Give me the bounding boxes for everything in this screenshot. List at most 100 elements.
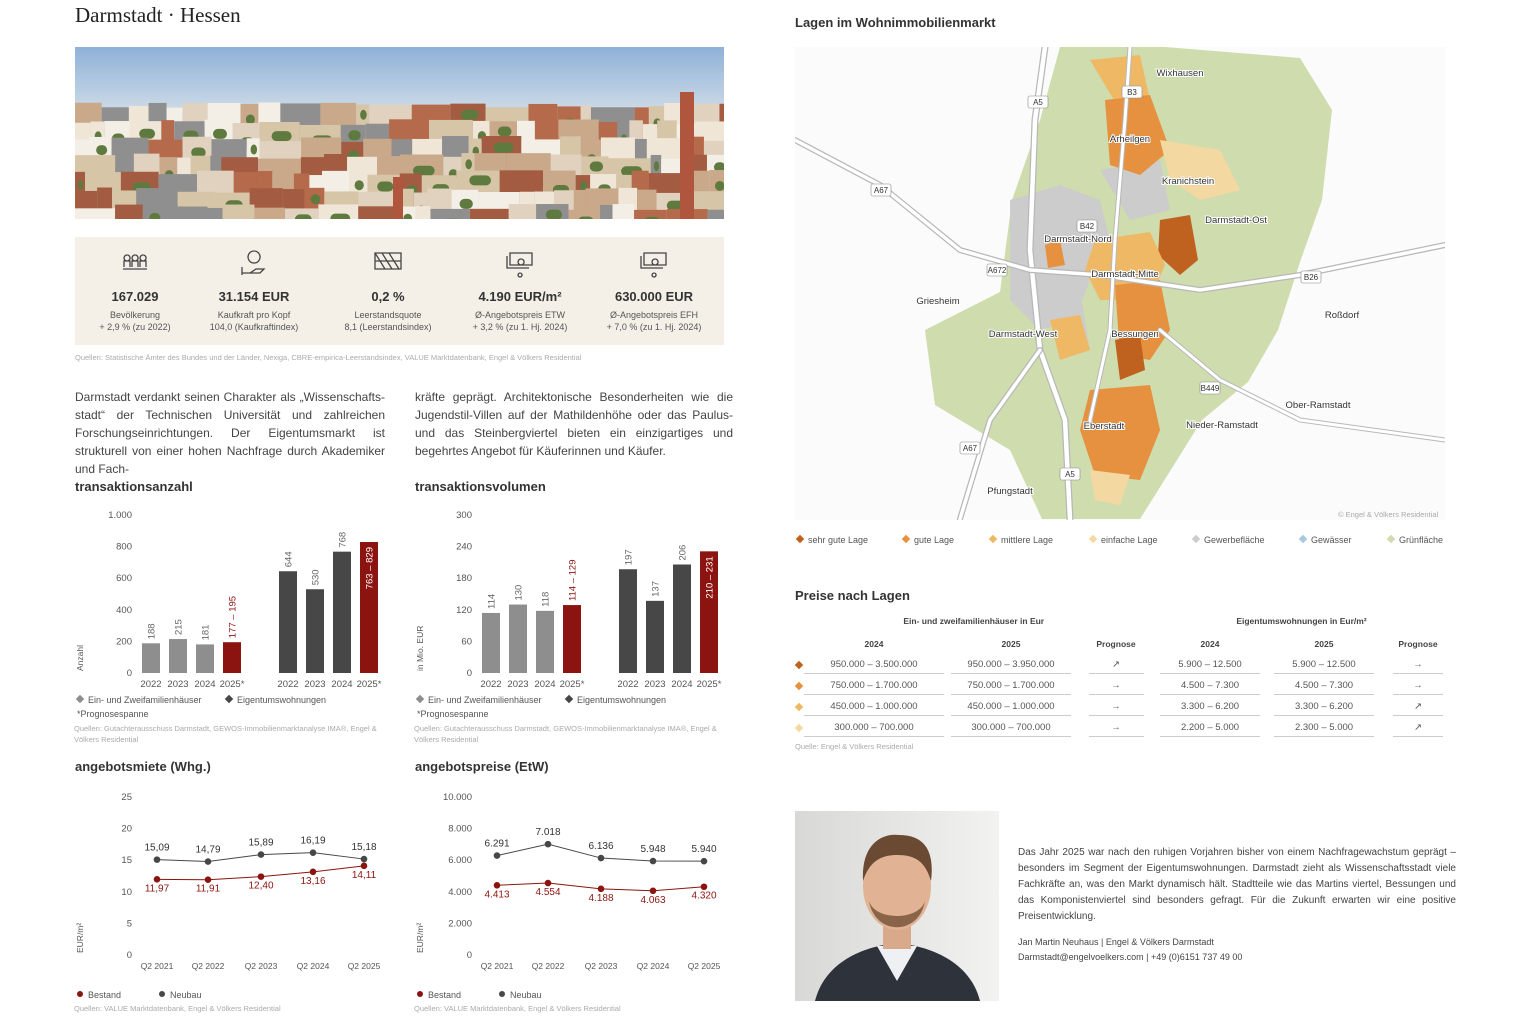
point [154, 876, 161, 883]
legend-marker [1299, 535, 1307, 543]
row-marker [795, 724, 803, 732]
legend-text: einfache Lage [1101, 535, 1158, 545]
x-tick-label: Q2 2022 [532, 961, 565, 971]
value-label: 5.948 [640, 844, 665, 855]
tree [469, 175, 491, 185]
value-label: 14,79 [195, 845, 220, 856]
legend-marker [76, 695, 84, 703]
legend-text: sehr gute Lage [808, 535, 868, 545]
building [416, 206, 431, 219]
tree [272, 131, 292, 141]
chart-svg: 02004006008001.000Anzahl1882022215202318… [74, 505, 394, 705]
legend-text: gute Lage [914, 535, 954, 545]
value-label: 130 [514, 585, 525, 601]
y-tick-label: 6.000 [448, 855, 472, 866]
y-tick-label: 400 [116, 605, 132, 616]
building [358, 206, 398, 219]
y-tick-label: 0 [127, 950, 132, 961]
column-header: 2025 [1274, 639, 1374, 649]
road-label: B3 [1127, 88, 1137, 97]
y-tick-label: 5 [127, 918, 132, 929]
group-header: Ein- und zweifamilienhäuser in Eur [804, 616, 1144, 626]
map-copyright: © Engel & Völkers Residential [1338, 509, 1438, 520]
cell: 450.000 – 1.000.000 [804, 701, 944, 716]
quote-author: Jan Martin Neuhaus | Engel & Völkers Dar… [1018, 937, 1214, 947]
x-tick-label: 2022 [617, 679, 638, 690]
tree [498, 126, 512, 136]
place-label: Kranichstein [1162, 176, 1214, 187]
stat-label: Leerstandsquote [323, 309, 453, 321]
city-photo [75, 47, 724, 219]
legend-marker [565, 695, 573, 703]
y-tick-label: 200 [116, 636, 132, 647]
place-label: Bessungen [1111, 329, 1159, 340]
legend-text: Eigentumswohnungen [577, 695, 666, 705]
building [254, 208, 284, 219]
y-tick-label: 120 [456, 605, 472, 616]
building [115, 205, 143, 219]
tree [377, 182, 393, 192]
point [258, 873, 265, 880]
y-tick-label: 0 [467, 950, 472, 961]
tree [460, 199, 473, 209]
legend-marker [77, 991, 83, 997]
point [205, 876, 212, 883]
stat-value: 630.000 EUR [589, 289, 719, 304]
cell: → [1089, 722, 1144, 737]
value-label: 15,18 [351, 842, 376, 853]
forecast-note: *Prognosespanne [417, 709, 489, 719]
stat-icon [638, 247, 670, 279]
value-label: 215 [174, 619, 185, 635]
intro-col: Darmstadt verdankt seinen Charakter als … [75, 388, 385, 478]
x-tick-label: Q2 2025 [348, 961, 381, 971]
column-header: 2024 [804, 639, 944, 649]
group-header: Eigentumswohnungen in Eur/m² [1160, 616, 1443, 626]
legend-text: Ein- und Zweifamilienhäuser [88, 695, 202, 705]
tree [355, 180, 364, 190]
value-label: 11,97 [145, 883, 170, 894]
chart-source: Quellen: VALUE Marktdatenbank, Engel & V… [74, 1003, 384, 1014]
y-tick-label: 300 [456, 510, 472, 521]
cell: → [1089, 680, 1144, 695]
point [205, 858, 212, 865]
row-marker [795, 661, 803, 669]
bar [646, 601, 664, 673]
point [361, 856, 368, 863]
building [208, 208, 223, 219]
road-label: A5 [1033, 98, 1043, 107]
cell: ↗ [1393, 722, 1443, 737]
x-tick-label: 2023 [507, 679, 528, 690]
bar [142, 643, 160, 673]
bar [536, 611, 554, 673]
point [494, 852, 501, 859]
legend-text: Neubau [510, 990, 542, 1000]
value-label: 644 [284, 551, 295, 567]
value-label: 4.063 [640, 895, 665, 906]
value-label: 12,40 [248, 881, 273, 892]
cell: 4.500 – 7.300 [1160, 680, 1260, 695]
stat-icon [238, 247, 270, 279]
point [154, 856, 161, 863]
building [613, 204, 635, 219]
value-label: 7.018 [535, 827, 560, 838]
tree [139, 129, 155, 139]
tree [590, 161, 603, 171]
legend-text: Ein- und Zweifamilienhäuser [428, 695, 542, 705]
y-axis-label: Anzahl [75, 645, 85, 671]
building [75, 208, 115, 219]
tree [78, 180, 83, 190]
cell: ↗ [1089, 659, 1144, 674]
cell: ↗ [1393, 701, 1443, 716]
building [509, 204, 536, 219]
x-tick-label: 2024 [671, 679, 692, 690]
stat-label: Bevölkerung [70, 309, 200, 321]
page-title: Darmstadt · Hessen [75, 3, 241, 28]
building [708, 210, 724, 219]
y-tick-label: 4.000 [448, 887, 472, 898]
icon-shape [375, 253, 401, 269]
legend-item: gute Lage [903, 535, 954, 545]
